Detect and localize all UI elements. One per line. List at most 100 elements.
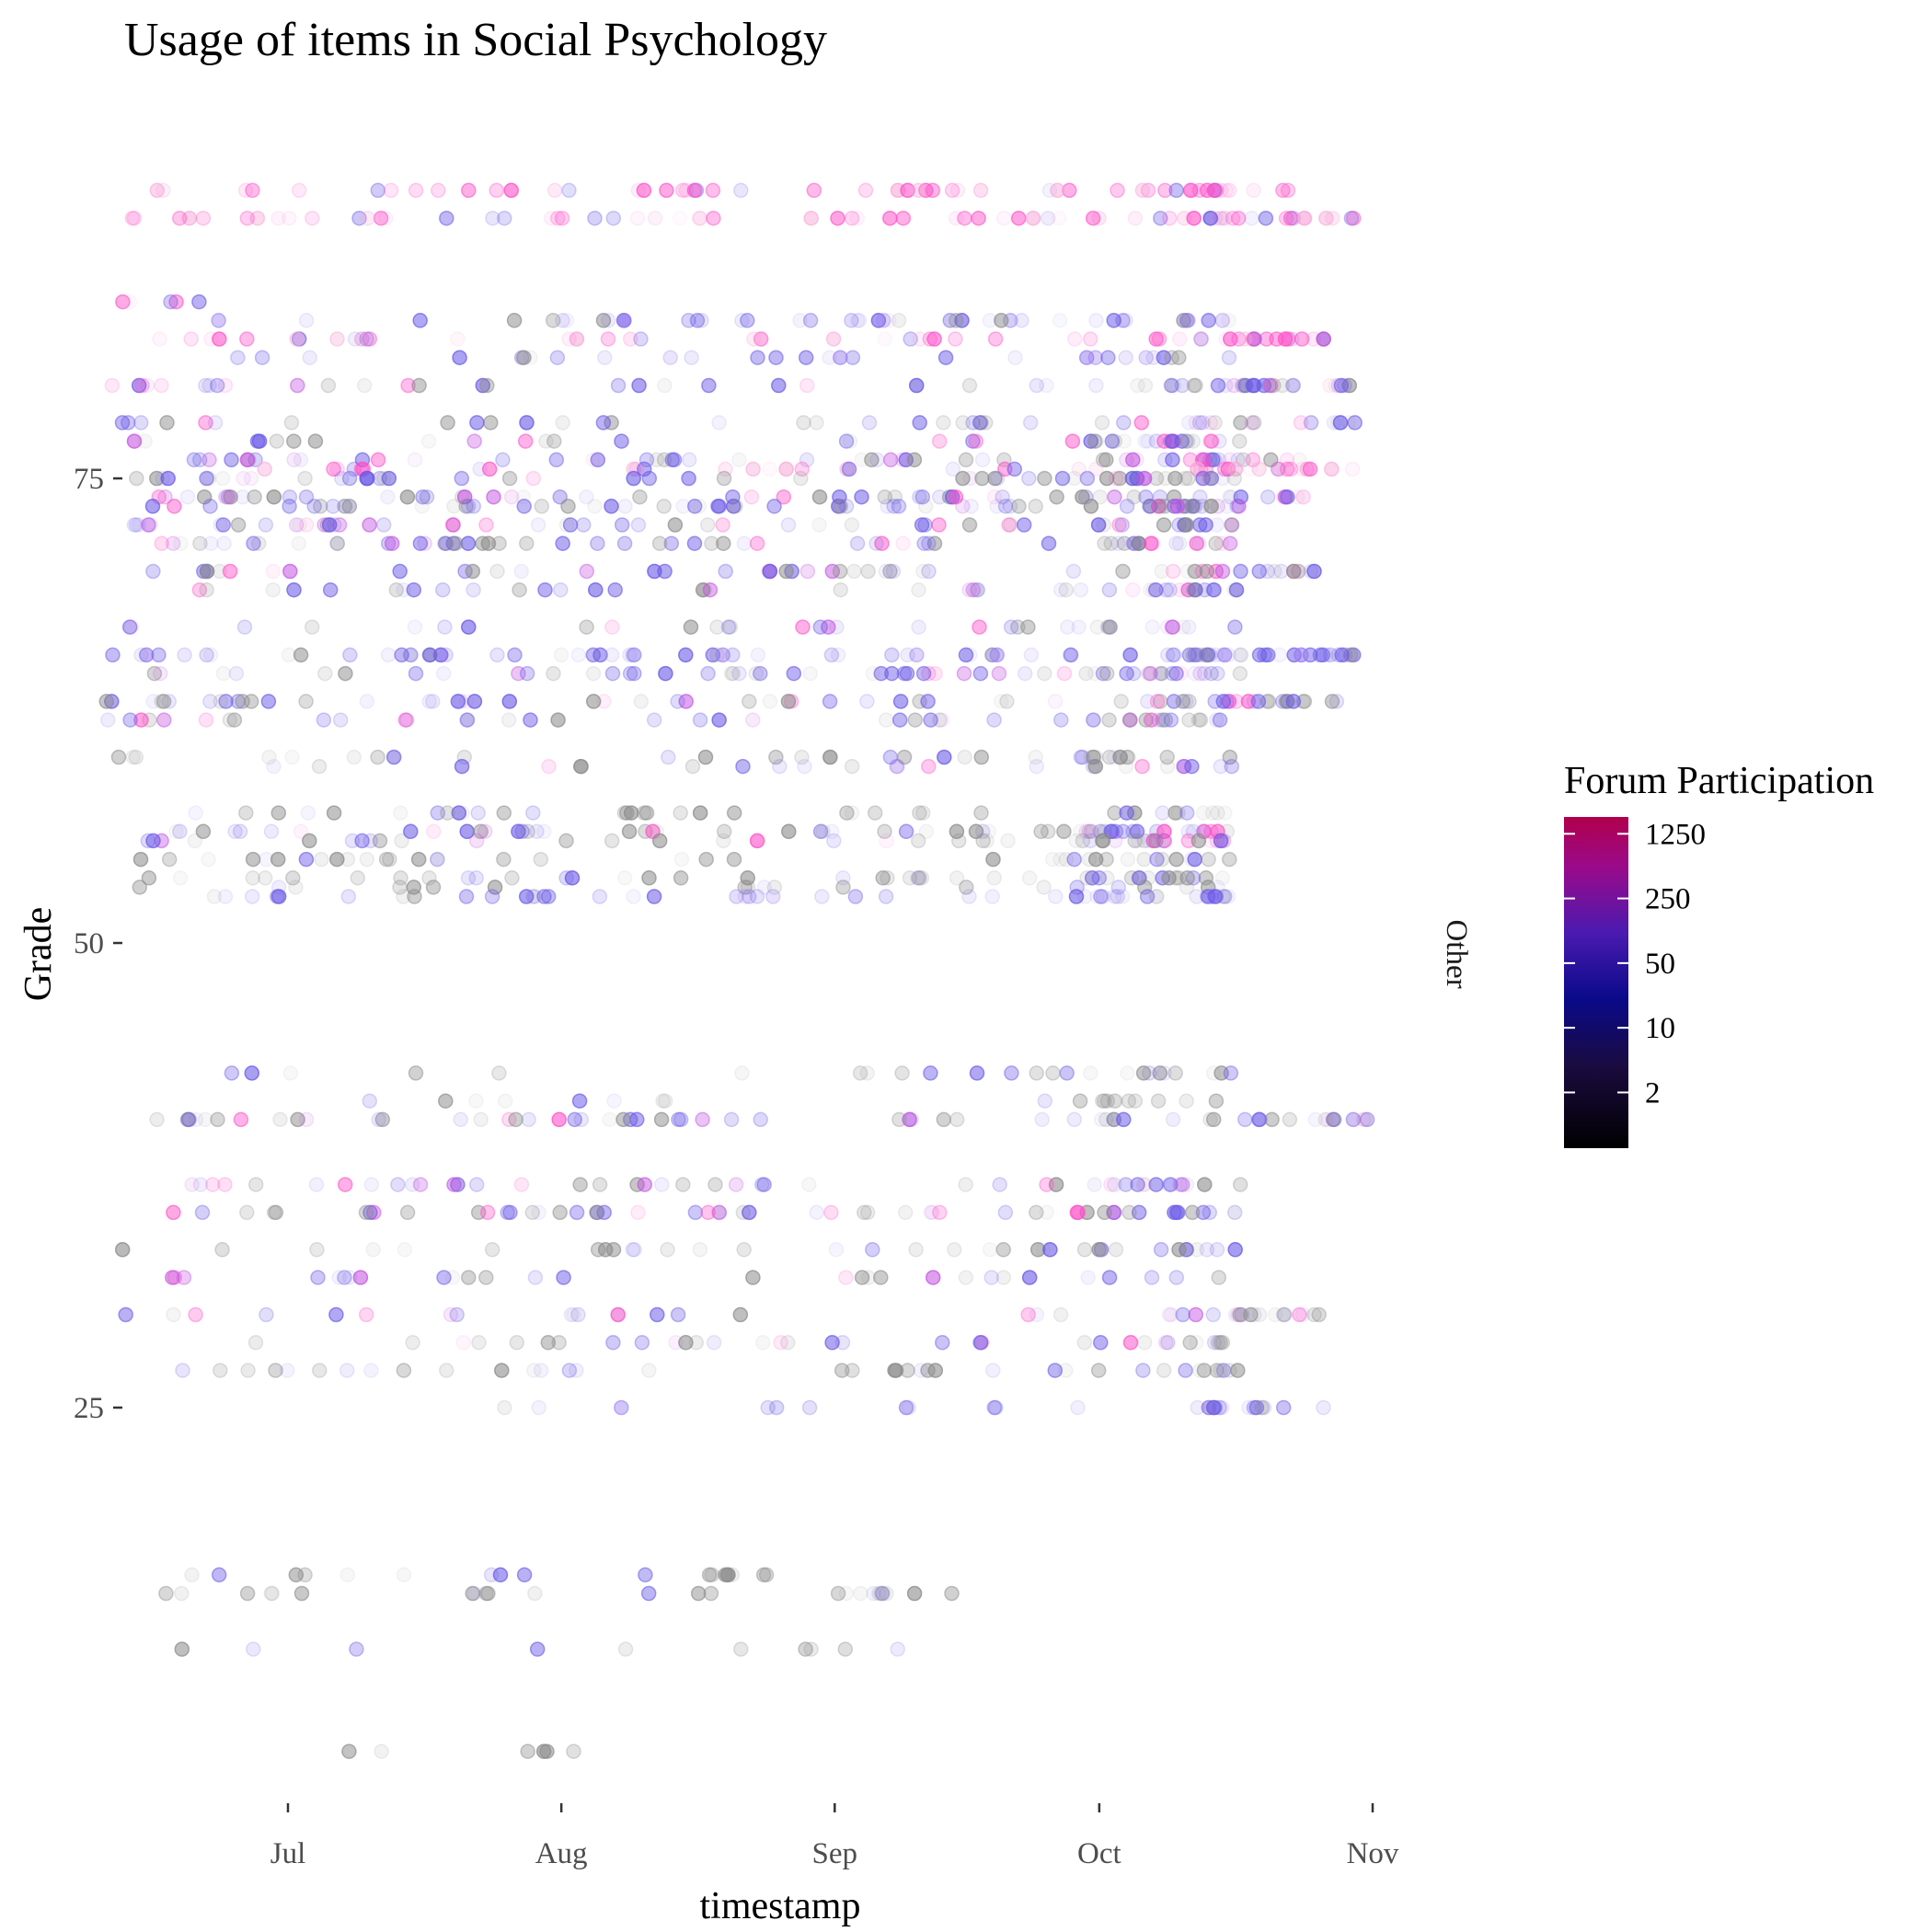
- data-point: [1106, 313, 1121, 328]
- data-point: [585, 694, 602, 709]
- data-point: [304, 619, 320, 635]
- data-point: [1048, 889, 1064, 904]
- data-point: [1126, 489, 1142, 505]
- x-axis: Jul Aug Sep Oct Nov: [270, 1803, 1399, 1870]
- data-point: [167, 499, 182, 514]
- data-point: [768, 1399, 785, 1416]
- data-point: [874, 535, 890, 551]
- data-point: [1222, 851, 1237, 868]
- data-point: [1259, 563, 1276, 580]
- data-point: [1168, 665, 1184, 682]
- data-point: [1130, 1177, 1145, 1192]
- data-point: [1037, 1093, 1053, 1109]
- data-point: [681, 470, 696, 487]
- data-point: [633, 331, 649, 347]
- data-point: [1246, 331, 1261, 347]
- data-point: [370, 452, 386, 468]
- data-point: [882, 563, 898, 580]
- data-point: [260, 694, 277, 709]
- data-point: [239, 210, 256, 226]
- data-point: [1175, 758, 1191, 775]
- data-point: [359, 694, 375, 709]
- data-point: [630, 517, 647, 533]
- data-point: [365, 1242, 381, 1258]
- data-point: [1251, 647, 1268, 663]
- y-tick-label: 25: [74, 1392, 104, 1425]
- data-point: [1296, 210, 1313, 226]
- data-point: [1140, 433, 1156, 449]
- data-point: [297, 470, 313, 487]
- data-point: [1169, 499, 1186, 514]
- data-point: [1225, 210, 1241, 226]
- data-point: [1217, 805, 1233, 821]
- data-point: [1089, 889, 1105, 904]
- data-point: [380, 535, 397, 551]
- data-point: [1282, 1111, 1298, 1128]
- data-point: [230, 350, 246, 365]
- data-point: [143, 517, 158, 533]
- legend-title: Forum Participation: [1564, 760, 1874, 802]
- data-point: [903, 1111, 920, 1128]
- data-point: [1211, 1270, 1227, 1285]
- data-point: [354, 331, 370, 347]
- data-point: [527, 1270, 544, 1285]
- data-point: [530, 517, 546, 533]
- data-point: [1089, 619, 1106, 635]
- data-point: [585, 647, 602, 663]
- data-point: [912, 805, 927, 821]
- data-point: [1195, 805, 1212, 821]
- data-point: [166, 1306, 181, 1323]
- data-point: [1118, 758, 1134, 775]
- data-point: [987, 331, 1004, 347]
- data-point: [1110, 535, 1126, 551]
- data-point: [743, 489, 760, 505]
- data-point: [1195, 415, 1211, 431]
- data-point: [329, 461, 345, 477]
- data-point: [459, 823, 475, 840]
- data-point: [1136, 851, 1152, 868]
- data-point: [1166, 647, 1181, 663]
- data-point: [573, 1111, 590, 1128]
- data-point: [912, 870, 927, 886]
- data-point: [475, 377, 491, 394]
- data-point: [803, 210, 819, 226]
- data-point: [1219, 499, 1236, 514]
- data-point: [516, 350, 532, 365]
- data-point: [1107, 489, 1122, 505]
- data-point: [1153, 1242, 1169, 1258]
- data-point: [1213, 833, 1229, 849]
- data-point: [466, 1585, 482, 1602]
- data-point: [814, 889, 830, 904]
- data-point: [470, 805, 486, 821]
- data-point: [1199, 1242, 1215, 1258]
- data-point: [726, 851, 742, 868]
- data-point: [1156, 833, 1171, 849]
- data-point: [731, 452, 747, 468]
- data-point: [957, 749, 972, 765]
- data-point: [328, 535, 345, 551]
- data-point: [310, 1270, 326, 1285]
- data-point: [298, 313, 315, 328]
- data-point: [156, 712, 172, 728]
- data-point: [1120, 1065, 1135, 1081]
- data-point: [737, 880, 753, 895]
- data-point: [1179, 1093, 1194, 1109]
- data-point: [1115, 563, 1131, 580]
- data-point: [667, 517, 684, 533]
- data-point: [1197, 1177, 1213, 1192]
- data-point: [203, 535, 219, 551]
- data-point: [1079, 870, 1095, 886]
- data-point: [1138, 712, 1154, 728]
- data-point: [286, 581, 302, 598]
- data-point: [873, 665, 890, 682]
- data-point: [1202, 415, 1219, 431]
- data-point: [762, 563, 778, 580]
- data-point: [1136, 880, 1153, 895]
- data-point: [1078, 665, 1094, 682]
- data-point: [882, 452, 899, 468]
- data-point: [950, 833, 967, 849]
- data-point: [485, 210, 500, 226]
- data-point: [579, 619, 594, 635]
